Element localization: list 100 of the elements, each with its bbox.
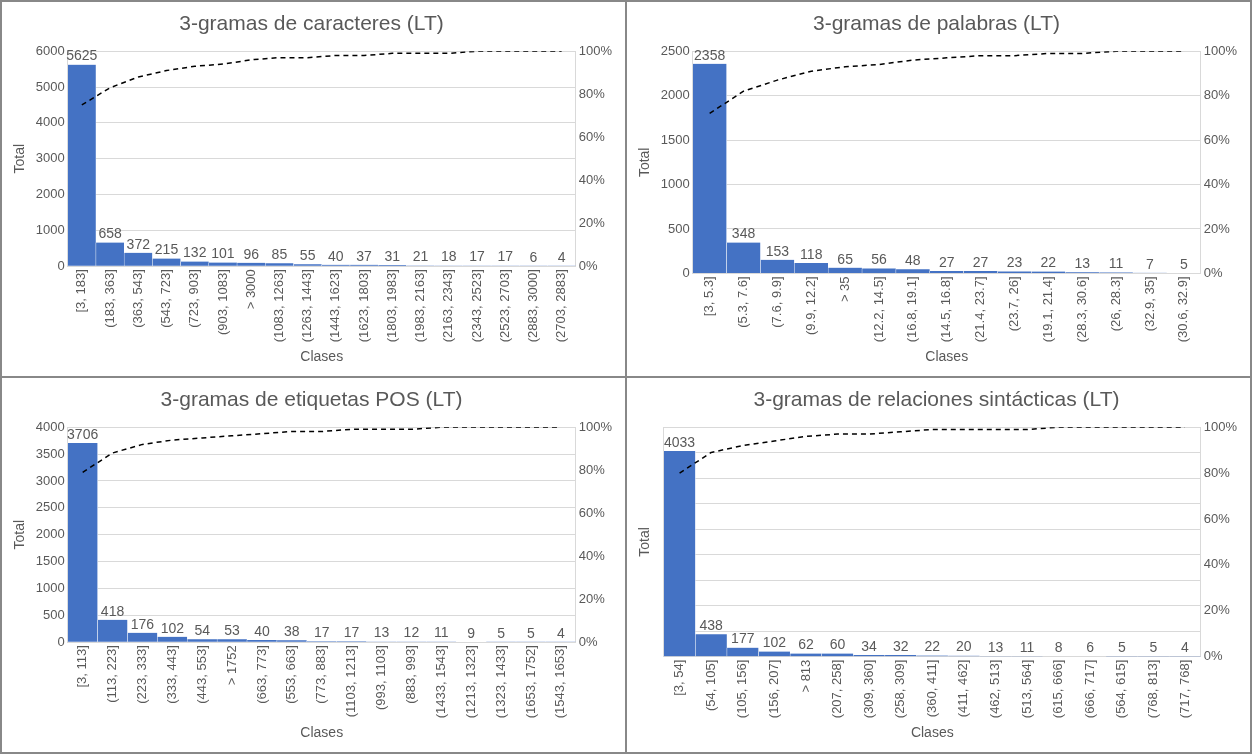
data-label: 132: [183, 244, 207, 261]
y-tick-label: 4000: [35, 418, 65, 434]
data-label: 13: [373, 624, 390, 641]
y2-tick-label: 20%: [1203, 602, 1231, 618]
x-axis-title: Clases: [925, 348, 969, 365]
data-label: 21: [412, 248, 429, 265]
x-tick-label: (30.6, 32.9]: [1175, 276, 1191, 343]
y-tick-label: 500: [668, 220, 690, 236]
x-tick-label: (363, 543]: [129, 269, 145, 328]
data-label: 658: [98, 225, 122, 242]
x-tick-label: > 1752: [223, 645, 239, 686]
data-label: 11: [434, 624, 449, 641]
x-tick-label: (258, 309]: [892, 659, 908, 719]
x-tick-label: (615, 666]: [1050, 659, 1066, 719]
data-label: 60: [829, 636, 846, 653]
x-tick-label: (666, 717]: [1081, 659, 1097, 719]
data-label: 55: [299, 247, 316, 264]
x-tick-label: (1443, 1623]: [327, 269, 343, 343]
x-tick-label: (183, 363]: [101, 269, 117, 328]
y-tick-label: 2000: [35, 526, 65, 542]
x-tick-label: (32.9, 35]: [1141, 276, 1157, 332]
x-tick-label: (513, 564]: [1018, 659, 1034, 719]
y2-tick-label: 60%: [578, 128, 606, 144]
x-tick-label: (16.8, 19.1]: [904, 276, 920, 343]
x-tick-label: (903, 1083]: [214, 269, 230, 335]
x-tick-label: (156, 207]: [765, 659, 781, 719]
x-tick-label: (14.5, 16.8]: [938, 276, 954, 343]
x-tick-label: > 35: [836, 276, 852, 303]
x-tick-label: (1083, 1263]: [270, 269, 286, 343]
x-tick-label: (1543, 1653]: [552, 645, 568, 719]
chart-title: 3-gramas de relaciones sintácticas (LT): [753, 387, 1120, 411]
x-tick-label: (411, 462]: [955, 659, 971, 718]
y2-tick-label: 20%: [1203, 220, 1231, 236]
x-tick-label: [3, 5.3]: [701, 276, 717, 317]
data-label: 56: [871, 251, 887, 268]
x-tick-label: [3, 183]: [73, 269, 89, 313]
x-tick-label: (723, 903]: [186, 269, 202, 328]
y2-tick-label: 100%: [578, 418, 613, 434]
data-label: 17: [343, 624, 360, 641]
x-tick-label: [3, 54]: [671, 659, 687, 696]
x-tick-label: (1653, 1752]: [522, 645, 538, 719]
y2-tick-label: 80%: [578, 461, 606, 477]
data-label: 2358: [694, 46, 726, 63]
y-tick-label: 2500: [35, 499, 65, 515]
y-tick-label: 4000: [35, 114, 65, 130]
data-label: 12: [403, 624, 420, 641]
x-tick-label: (1263, 1443]: [299, 269, 315, 343]
x-axis-title: Clases: [300, 724, 344, 741]
y-tick-label: 500: [43, 606, 65, 622]
y2-tick-label: 20%: [578, 214, 606, 230]
data-label: 22: [1040, 254, 1057, 271]
data-label: 101: [211, 245, 235, 262]
data-label: 54: [194, 622, 211, 639]
data-label: 5: [527, 624, 536, 641]
y2-tick-label: 20%: [578, 590, 606, 606]
y-tick-label: 3000: [35, 472, 65, 488]
x-tick-label: [3, 113]: [74, 645, 90, 688]
data-label: 17: [497, 248, 514, 265]
data-label: 18: [440, 248, 457, 265]
y-tick-label: 0: [57, 257, 65, 273]
x-tick-label: (207, 258]: [829, 659, 845, 719]
data-label: 31: [384, 247, 401, 264]
y2-tick-label: 0%: [1203, 648, 1223, 664]
data-label: 62: [798, 636, 814, 653]
x-axis-title: Clases: [910, 724, 954, 741]
data-label: 27: [938, 253, 955, 270]
data-label: 27: [972, 253, 989, 270]
data-label: 40: [254, 622, 270, 639]
data-label: 22: [924, 638, 941, 655]
y-axis-title: Total: [636, 527, 653, 557]
x-tick-label: (993, 1103]: [373, 645, 389, 711]
data-label: 5: [1179, 255, 1188, 272]
y-tick-label: 1500: [660, 131, 690, 147]
y2-tick-label: 100%: [578, 42, 613, 58]
data-label: 6: [1086, 639, 1095, 656]
y2-tick-label: 60%: [1203, 131, 1231, 147]
data-label: 40: [328, 247, 344, 264]
x-tick-label: (2703, 2883]: [553, 269, 569, 343]
x-tick-label: (773, 883]: [313, 645, 329, 704]
x-tick-label: (663, 773]: [253, 645, 269, 704]
data-label: 4: [556, 624, 565, 641]
x-tick-label: (1323, 1433]: [492, 645, 508, 719]
y-tick-label: 1500: [35, 553, 65, 569]
x-tick-label: (1213, 1323]: [462, 645, 478, 719]
x-tick-label: > 813: [797, 659, 813, 693]
x-tick-label: (19.1, 21.4]: [1039, 276, 1055, 343]
y2-tick-label: 100%: [1203, 42, 1238, 58]
data-label: 11: [1019, 638, 1035, 655]
y-tick-label: 3500: [35, 445, 65, 461]
data-label: 48: [905, 252, 921, 269]
x-tick-label: (462, 513]: [987, 659, 1003, 719]
x-tick-label: (26, 28.3]: [1107, 276, 1123, 332]
data-label: 3706: [67, 425, 99, 442]
data-label: 17: [313, 624, 330, 641]
y-tick-label: 5000: [35, 78, 65, 94]
y2-tick-label: 40%: [1203, 176, 1231, 192]
data-label: 4033: [664, 433, 696, 450]
y2-tick-label: 60%: [1203, 510, 1231, 526]
data-label: 102: [160, 619, 185, 636]
y-tick-label: 1000: [35, 580, 65, 596]
